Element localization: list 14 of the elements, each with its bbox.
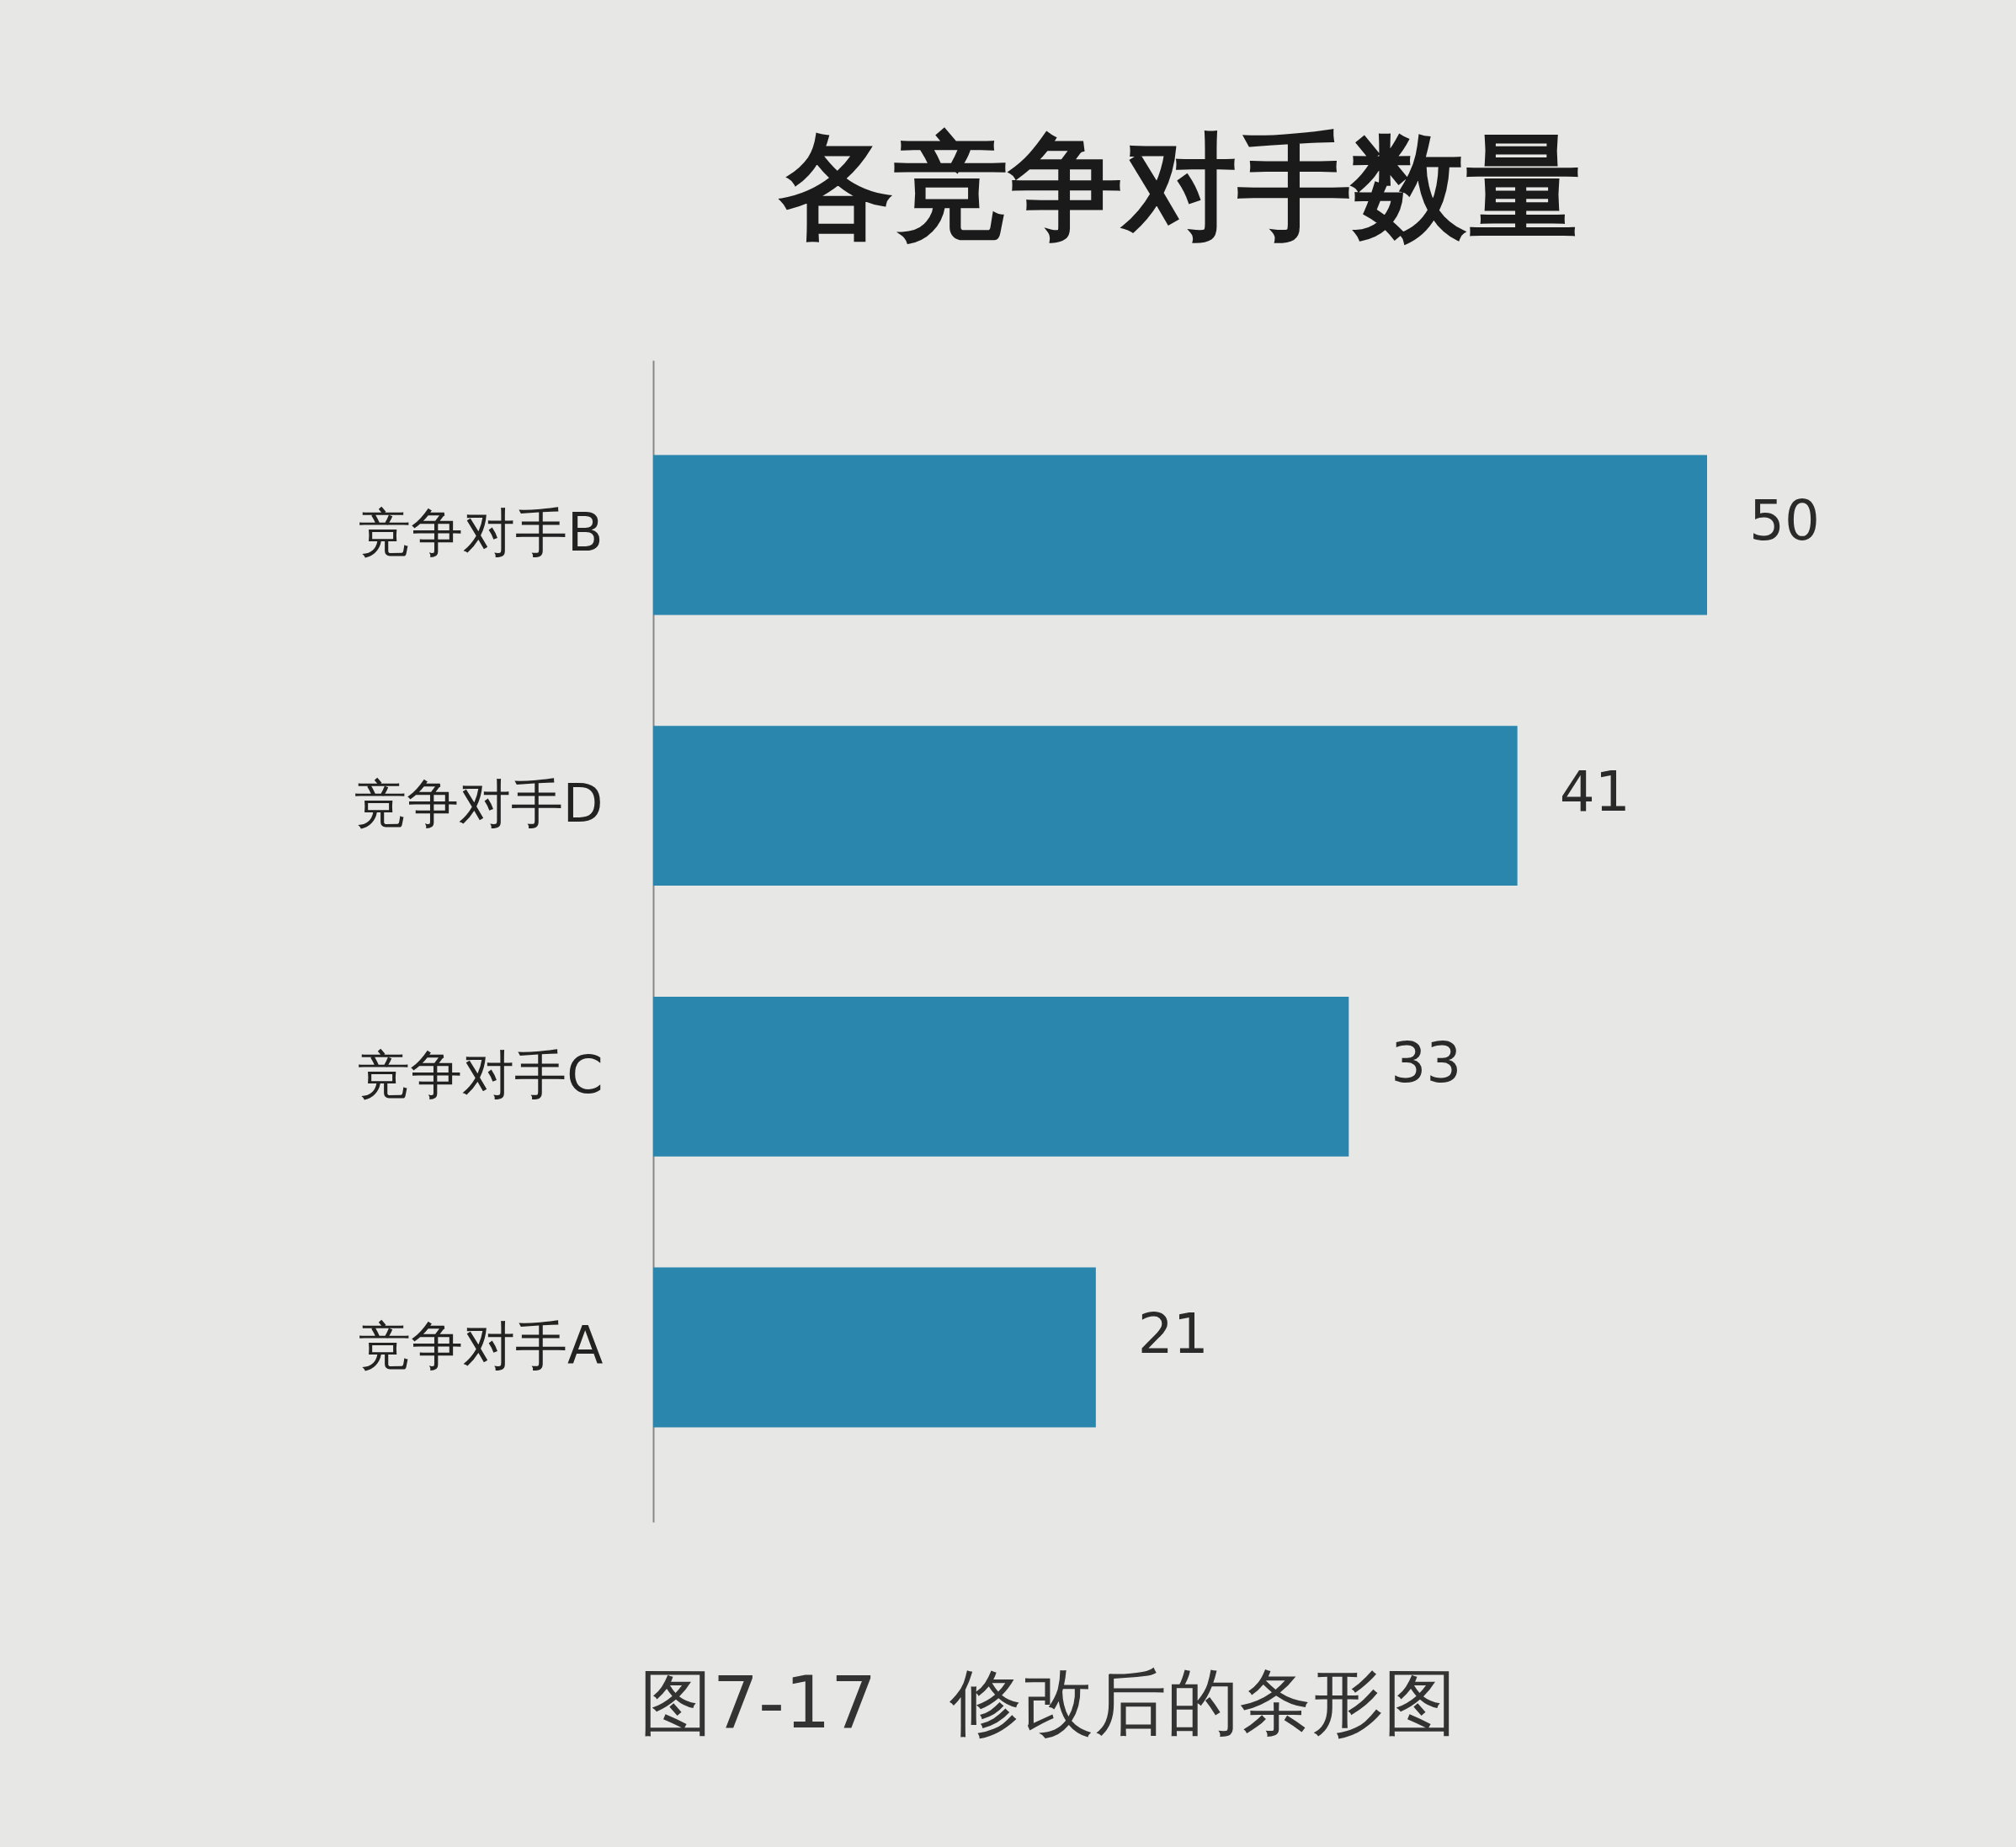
caption: 图7-17 修改后的条形图 bbox=[640, 1659, 1456, 1746]
y-tick-label: 竞争对手D bbox=[354, 773, 604, 835]
y-tick-label: 竞争对手B bbox=[358, 502, 604, 564]
data-label: 41 bbox=[1559, 759, 1630, 825]
chart-title: 各竞争对手数量 bbox=[778, 120, 1581, 253]
y-tick-label: 竞争对手C bbox=[358, 1043, 604, 1105]
bar bbox=[653, 1267, 1096, 1428]
bar bbox=[653, 996, 1349, 1157]
data-label: 21 bbox=[1137, 1301, 1209, 1366]
data-label: 33 bbox=[1391, 1030, 1462, 1095]
bar bbox=[653, 726, 1518, 886]
data-label: 50 bbox=[1749, 488, 1820, 554]
y-tick-label: 竞争对手A bbox=[359, 1314, 604, 1376]
bar bbox=[653, 455, 1707, 615]
